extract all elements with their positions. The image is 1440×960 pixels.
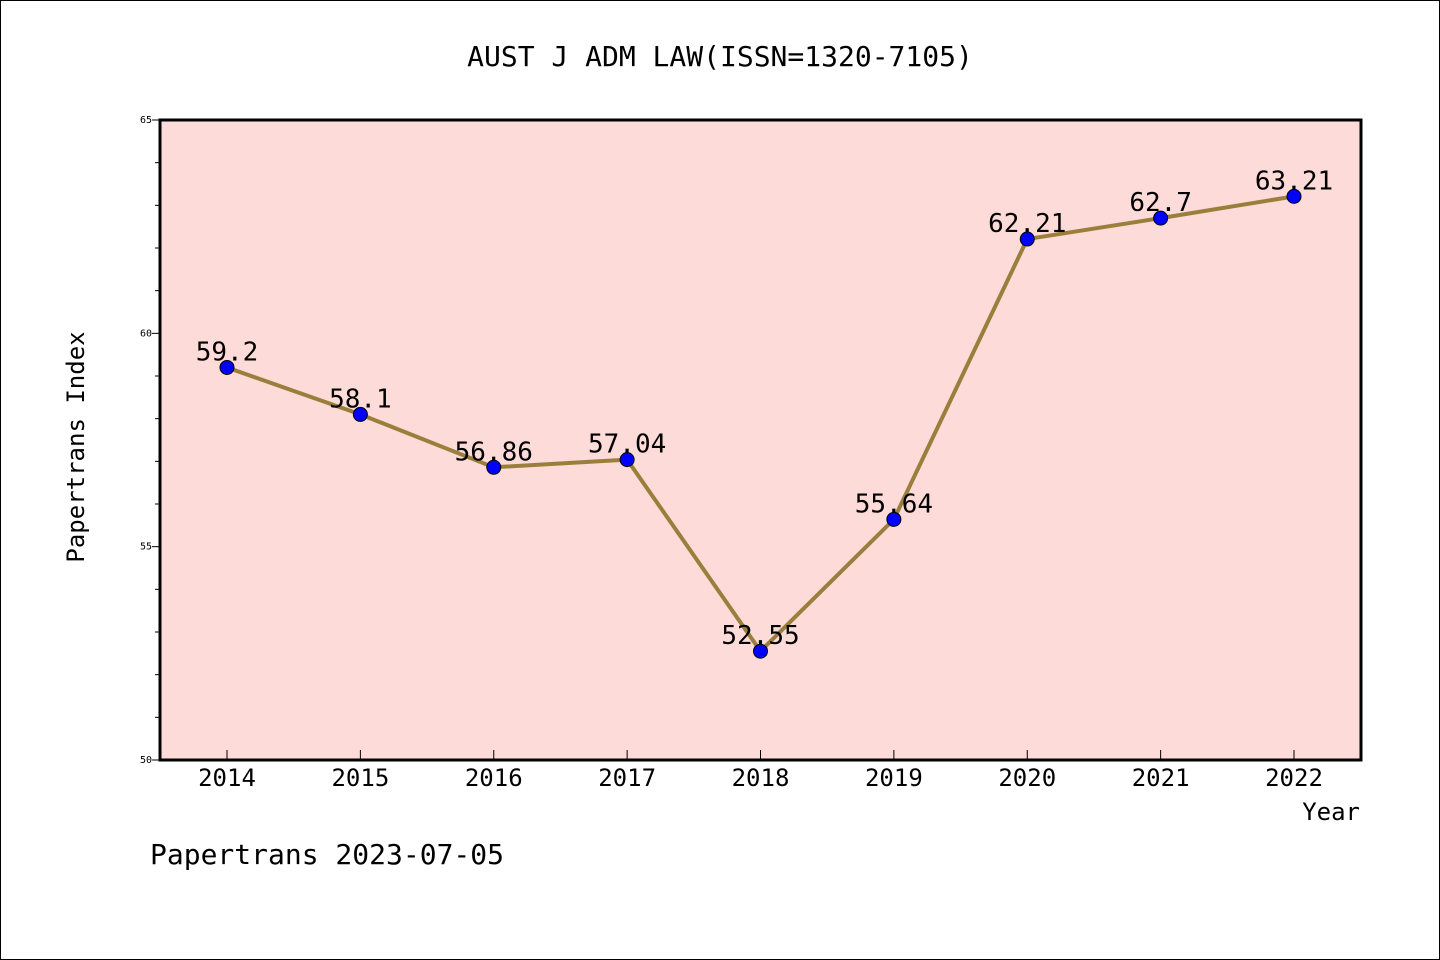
x-tick-label: 2016 — [465, 764, 523, 792]
y-tick-label: 50 — [140, 755, 152, 766]
x-tick-label: 2018 — [732, 764, 790, 792]
data-point — [1153, 210, 1169, 226]
x-tick-label: 2014 — [198, 764, 256, 792]
data-label: 63.21 — [1255, 166, 1333, 196]
data-label: 55.64 — [855, 489, 933, 519]
data-point — [1286, 188, 1302, 204]
data-label: 52.55 — [721, 621, 799, 651]
data-label: 62.7 — [1129, 188, 1192, 218]
x-axis: 2014 2015 2016 2017 2018 2019 2020 2021 2022 — [198, 750, 1323, 792]
x-tick-label: 2015 — [331, 764, 389, 792]
data-label: 57.04 — [588, 430, 666, 460]
x-tick-label: 2021 — [1132, 764, 1190, 792]
x-tick-label: 2022 — [1265, 764, 1323, 792]
data-point — [886, 511, 902, 527]
x-tick-label: 2020 — [998, 764, 1056, 792]
data-point — [619, 452, 635, 468]
y-tick-label: 65 — [140, 115, 152, 126]
y-tick-label: 60 — [140, 328, 152, 339]
x-axis-title: Year — [1302, 798, 1360, 826]
data-label: 62.21 — [988, 209, 1066, 239]
y-tick-label: 55 — [140, 542, 152, 553]
data-point — [352, 406, 368, 422]
x-tick-label: 2019 — [865, 764, 923, 792]
data-label: 59.2 — [196, 337, 259, 367]
data-point — [219, 359, 235, 375]
y-axis: 50 55 60 65 — [140, 115, 160, 766]
data-label: 58.1 — [329, 384, 392, 414]
data-label: 56.86 — [455, 437, 533, 467]
x-tick-label: 2017 — [598, 764, 656, 792]
data-point — [486, 459, 502, 475]
series-group: 59.2 58.1 56.86 57.04 52.55 55.64 62.21 62.7 63.… — [196, 166, 1333, 659]
chart-title: AUST J ADM LAW(ISSN=1320-7105) — [467, 40, 973, 73]
footer-text: Papertrans 2023-07-05 — [150, 838, 504, 871]
data-point — [753, 643, 768, 659]
y-axis-title: Papertrans Index — [62, 331, 90, 562]
data-point — [1019, 231, 1035, 247]
